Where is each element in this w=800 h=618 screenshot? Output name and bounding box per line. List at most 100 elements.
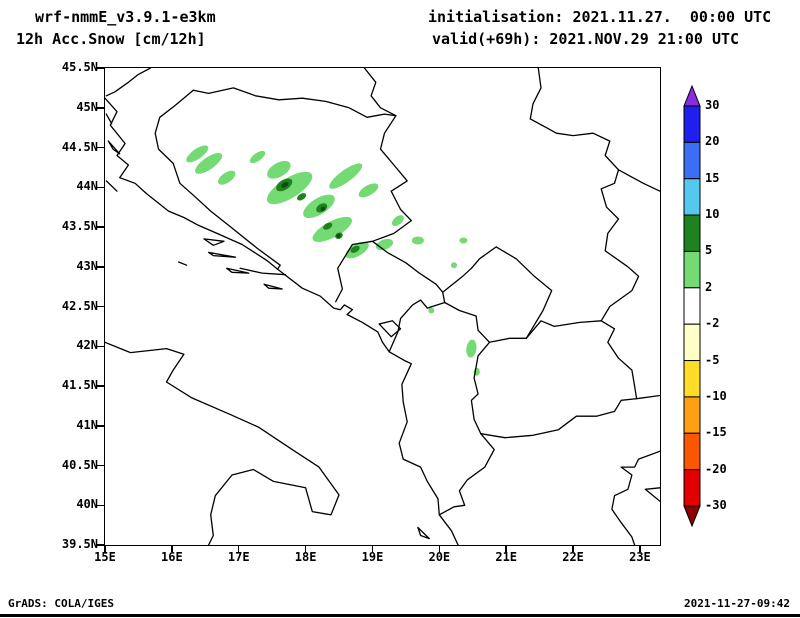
lat-tick <box>97 67 105 69</box>
lon-label: 21E <box>495 550 518 564</box>
snow-contour-light <box>465 339 477 358</box>
colorbar-arrow-bottom <box>683 505 701 528</box>
lat-label: 44N <box>76 179 98 194</box>
colorbar-label: -20 <box>705 461 727 476</box>
lon-tick <box>639 545 641 552</box>
colorbar-segment <box>683 141 701 180</box>
country-border <box>104 97 459 545</box>
colorbar-label: 2 <box>705 279 713 294</box>
lat-label: 45.5N <box>61 60 98 74</box>
colorbar-segment <box>683 178 701 216</box>
colorbar-label: -30 <box>705 498 727 512</box>
lon-tick <box>371 545 374 552</box>
colorbar-label: -5 <box>705 352 720 367</box>
lat-label: 44.5N <box>61 139 98 154</box>
lat-tick <box>97 385 105 387</box>
map-svg <box>104 67 660 545</box>
lon-label: 22E <box>562 550 584 564</box>
snow-contour-light <box>266 160 291 179</box>
country-border <box>154 89 281 270</box>
snow-contour-light <box>411 236 424 244</box>
country-border <box>600 319 637 399</box>
colorbar-label: 5 <box>705 243 713 258</box>
country-border <box>202 237 225 246</box>
country-border <box>107 139 120 155</box>
model-title: wrf-nmmE_v3.9.1-e3km <box>35 8 216 26</box>
lat-tick <box>97 464 105 467</box>
country-border <box>416 526 430 539</box>
lon-tick <box>104 545 106 552</box>
lat-tick <box>97 425 105 427</box>
country-border <box>443 301 490 343</box>
lat-label: 41N <box>76 417 98 432</box>
lat-tick <box>97 504 105 506</box>
colorbar-label: 10 <box>705 207 720 222</box>
colorbar-label: 30 <box>705 98 720 112</box>
country-border <box>529 67 542 120</box>
colorbar-segment <box>683 250 701 289</box>
country-border <box>105 67 151 96</box>
lat-tick <box>97 186 105 188</box>
map-plot-frame <box>103 66 661 546</box>
lon-tick <box>505 545 507 552</box>
snow-contour-darkest <box>280 181 289 188</box>
lat-tick <box>97 544 105 546</box>
lat-label: 40N <box>76 497 98 512</box>
country-border <box>363 67 397 116</box>
colorbar-segment <box>683 105 701 143</box>
lon-tick <box>171 545 173 552</box>
country-border <box>207 251 236 258</box>
grads-credit: GrADS: COLA/IGES <box>8 597 114 610</box>
lon-label: 18E <box>294 550 317 564</box>
lat-tick <box>97 226 105 228</box>
colorbar-segment <box>683 323 701 362</box>
country-border <box>479 394 660 438</box>
colorbar-label: -2 <box>705 316 720 331</box>
colorbar-segment <box>683 432 701 471</box>
snow-contour-light <box>427 307 434 313</box>
snow-contour-light <box>249 150 265 163</box>
country-border <box>495 245 552 339</box>
init-time: initialisation: 2021.11.27. 00:00 UTC <box>428 8 772 26</box>
snow-contour-darkest <box>320 206 325 211</box>
country-border <box>334 114 412 302</box>
colorbar-arrow-top <box>683 84 701 107</box>
lat-label: 42.5N <box>61 298 98 313</box>
snow-contour-dark <box>350 245 360 253</box>
colorbar-segment <box>683 469 701 507</box>
country-border <box>441 245 497 303</box>
country-border <box>617 168 660 192</box>
lon-tick <box>237 545 240 552</box>
country-border <box>262 283 283 290</box>
snow-contour-light <box>391 214 404 226</box>
snow-contour-light <box>312 216 352 242</box>
country-border <box>225 267 249 274</box>
country-border <box>529 117 639 321</box>
country-border <box>525 319 602 339</box>
colorbar-segment <box>683 287 701 325</box>
country-border <box>104 341 340 545</box>
country-border <box>192 86 397 118</box>
lat-label: 43.5N <box>61 219 98 233</box>
snow-contour-dark <box>322 222 332 230</box>
colorbar-label: 20 <box>705 134 720 149</box>
colorbar-label: 15 <box>705 170 720 185</box>
lon-label: 15E <box>94 550 116 564</box>
country-border <box>488 337 527 343</box>
snow-contour-light <box>266 171 312 204</box>
lon-label: 23E <box>629 550 651 564</box>
lat-tick <box>97 107 105 109</box>
colorbar-segment <box>683 396 701 434</box>
snow-contour-light <box>450 261 457 268</box>
colorbar-label: -15 <box>705 425 727 440</box>
timestamp: 2021-11-27-09:42 <box>684 597 790 610</box>
country-border <box>105 112 112 124</box>
colorbar-svg <box>683 84 701 528</box>
lon-label: 19E <box>361 550 384 564</box>
snow-contour-light <box>458 237 467 243</box>
lat-label: 43N <box>76 258 98 273</box>
country-border <box>105 179 118 192</box>
bottom-rule <box>0 614 800 617</box>
snow-contour-light <box>328 162 362 189</box>
